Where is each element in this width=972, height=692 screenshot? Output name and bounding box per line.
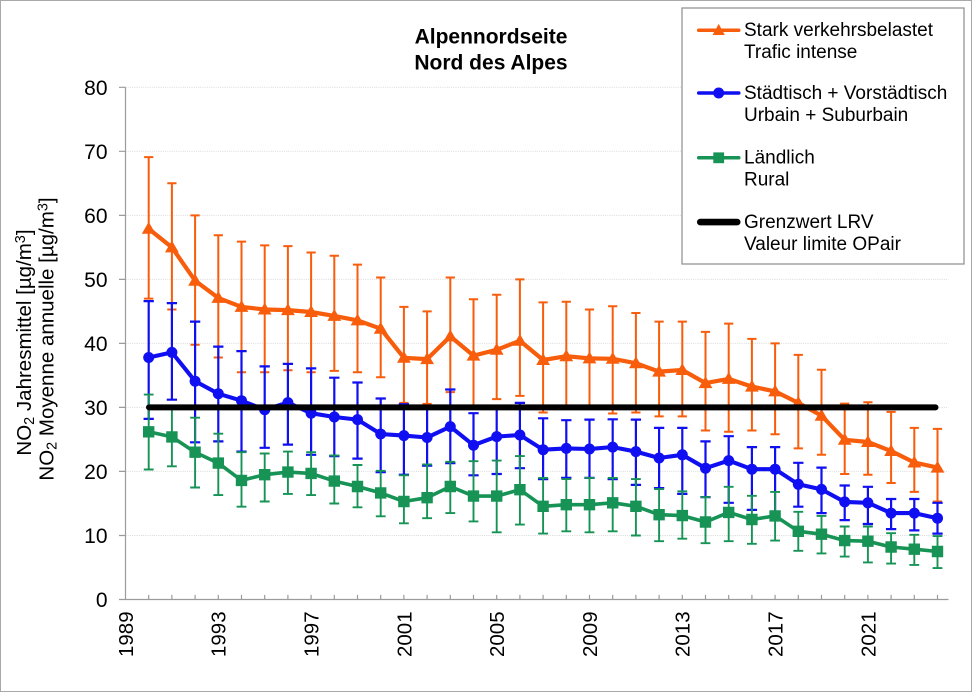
svg-text:NO2 Moyenne annuelle [µg/m3]: NO2 Moyenne annuelle [µg/m3]	[36, 197, 61, 480]
svg-text:Stark verkehrsbelastet: Stark verkehrsbelastet	[744, 20, 934, 41]
svg-text:Grenzwert LRV: Grenzwert LRV	[744, 212, 874, 233]
svg-text:2013: 2013	[672, 611, 695, 657]
svg-text:80: 80	[84, 77, 107, 100]
svg-text:Trafic intense: Trafic intense	[744, 42, 857, 63]
svg-text:70: 70	[84, 141, 107, 164]
svg-text:10: 10	[84, 525, 107, 548]
svg-text:Alpennordseite: Alpennordseite	[415, 26, 568, 49]
svg-text:2009: 2009	[579, 611, 602, 657]
svg-text:2021: 2021	[857, 611, 880, 657]
svg-text:Nord des Alpes: Nord des Alpes	[414, 51, 567, 74]
svg-text:Urbain + Suburbain: Urbain + Suburbain	[744, 105, 908, 126]
svg-text:0: 0	[96, 589, 108, 612]
svg-text:30: 30	[84, 397, 107, 420]
svg-text:60: 60	[84, 205, 107, 228]
svg-text:40: 40	[84, 333, 107, 356]
svg-text:Städtisch + Vorstädtisch: Städtisch + Vorstädtisch	[744, 83, 947, 104]
svg-text:1997: 1997	[301, 611, 324, 657]
svg-text:1989: 1989	[115, 611, 138, 657]
svg-text:20: 20	[84, 461, 107, 484]
svg-text:2001: 2001	[393, 611, 416, 657]
svg-text:Valeur limite OPair: Valeur limite OPair	[744, 234, 902, 255]
svg-text:2017: 2017	[765, 611, 788, 657]
svg-text:2005: 2005	[486, 611, 509, 657]
svg-text:Ländlich: Ländlich	[744, 148, 815, 169]
svg-text:1993: 1993	[208, 611, 231, 657]
svg-text:50: 50	[84, 269, 107, 292]
svg-text:Rural: Rural	[744, 170, 789, 191]
